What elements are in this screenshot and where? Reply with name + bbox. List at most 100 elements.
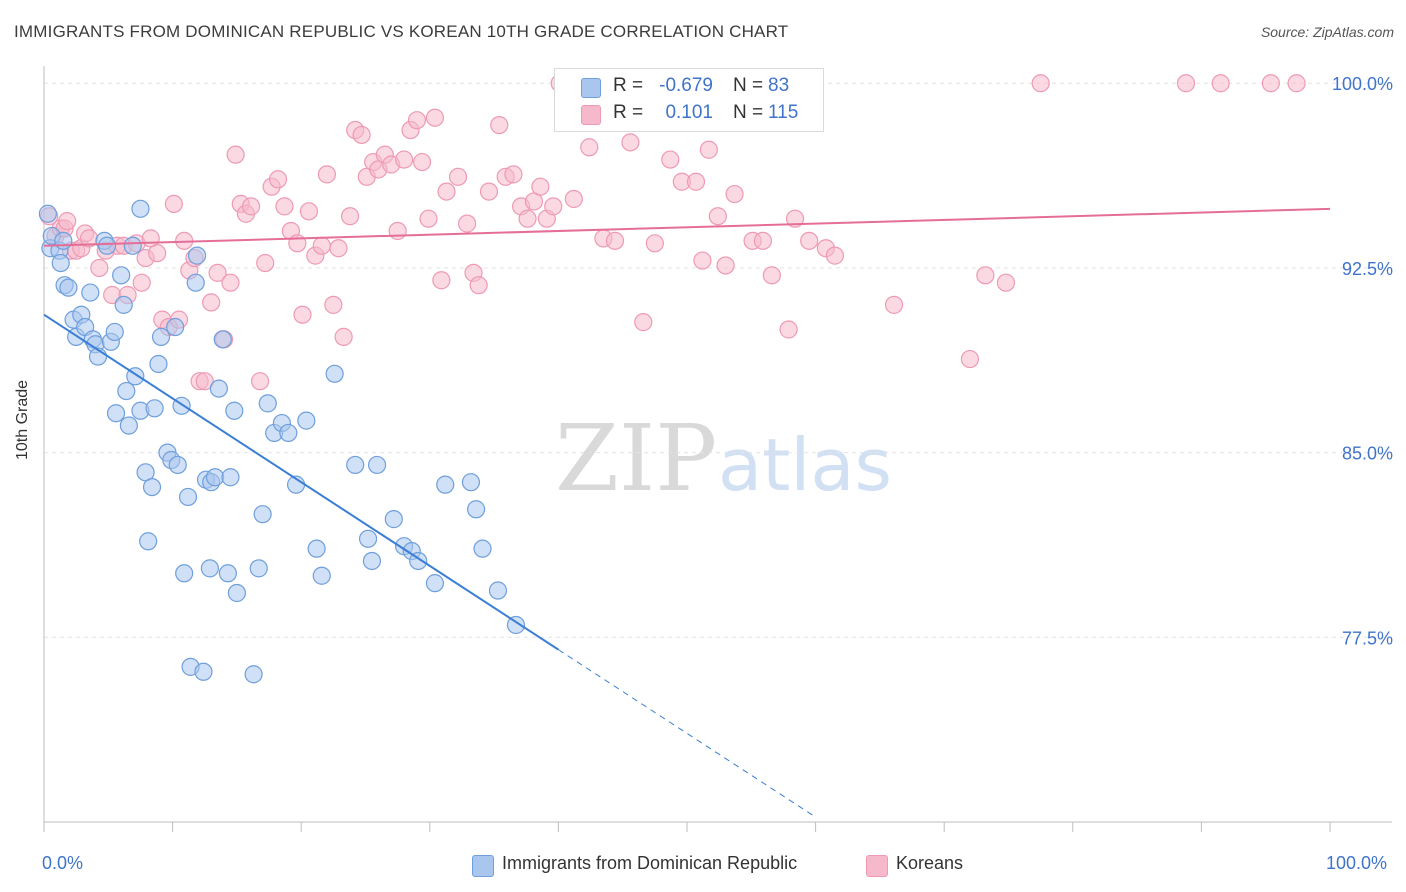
korean-point (996, 273, 1016, 292)
dominican-point (221, 468, 240, 487)
dominican-point (114, 295, 133, 314)
korean-point (275, 197, 294, 216)
dominican-point (123, 236, 142, 255)
dominican-point (131, 199, 150, 218)
korean-point (1261, 74, 1280, 93)
korean-point (195, 372, 214, 391)
dominican-point (105, 322, 124, 342)
korean-point (148, 244, 167, 263)
korean-point (634, 313, 653, 332)
korean-point (419, 209, 438, 228)
dominican-point (225, 401, 244, 420)
y-tick-labels: 77.5% 85.0% 92.5% 100.0% (1332, 74, 1393, 648)
dominican-point (362, 551, 382, 571)
korean-point (716, 256, 735, 275)
y-tick-label: 92.5% (1342, 259, 1393, 279)
korean-point (250, 372, 270, 391)
korean-point (317, 165, 337, 184)
korean-point (241, 197, 261, 216)
korean-point (394, 150, 414, 169)
korean-point (708, 207, 727, 226)
dominican-point (51, 253, 70, 273)
korean-point (976, 266, 995, 285)
dominican-point (142, 477, 162, 497)
dominican-point (506, 615, 526, 635)
dominican-point (209, 379, 228, 398)
trendlines (43, 207, 1331, 818)
korean-point (208, 263, 227, 282)
korean-point (686, 172, 706, 191)
korean-point (312, 236, 331, 255)
korean-point (293, 305, 312, 324)
dominican-point (186, 273, 205, 292)
n-value: 83 (768, 75, 790, 96)
dominican-point (106, 404, 126, 423)
legend-swatch-pink (581, 105, 601, 125)
axes (43, 66, 1392, 832)
watermark-atlas: atlas (718, 423, 892, 507)
korean-point (256, 253, 275, 273)
dominican-point (54, 231, 73, 250)
dominican-point (119, 416, 138, 435)
dominican-point (473, 539, 492, 558)
korean-point (334, 327, 353, 346)
korean-point (340, 207, 360, 226)
korean-point (1287, 74, 1306, 93)
dominican-point (488, 581, 508, 600)
dominican-point (358, 529, 378, 548)
grid (44, 82, 1392, 638)
x-tick-label-right: 100.0% (1326, 853, 1388, 873)
dominican-point (97, 236, 117, 255)
dominican-point (367, 455, 387, 475)
dominican-trendline (43, 313, 559, 651)
dominican-points (38, 199, 526, 684)
dominican-trendline-extension (558, 649, 816, 818)
korean-point (1211, 74, 1230, 93)
dominican-point (218, 564, 237, 583)
dominican-point (346, 455, 365, 475)
korean-point (329, 239, 348, 258)
korean-point (299, 202, 319, 221)
r-value: 0.101 (665, 102, 713, 123)
dominican-point (38, 204, 57, 223)
korean-point (762, 266, 781, 285)
korean-point (388, 221, 407, 241)
korean-point (1176, 74, 1196, 93)
korean-point (960, 349, 980, 369)
korean-point (58, 212, 77, 231)
korean-point (164, 194, 183, 214)
watermark: ZIP atlas (555, 405, 892, 512)
dominican-point (312, 566, 331, 585)
dominican-point (112, 266, 131, 285)
korean-point (90, 258, 109, 278)
y-tick-label: 77.5% (1342, 628, 1393, 648)
korean-point (437, 182, 456, 201)
korean-point (605, 231, 625, 250)
korean-point (479, 182, 499, 201)
legend-swatch-pink (866, 855, 888, 877)
korean-point (457, 214, 477, 233)
korean-point (825, 246, 844, 265)
legend-series: Immigrants from Dominican Republic Korea… (0, 852, 1406, 878)
dominican-point (175, 564, 194, 583)
legend-label: Koreans (896, 853, 964, 873)
korean-point (132, 273, 151, 292)
dominican-point (384, 510, 403, 529)
dominican-point (244, 665, 263, 684)
korean-point (621, 133, 640, 152)
korean-point (432, 271, 451, 290)
dominican-point (466, 500, 486, 519)
dominican-point (187, 246, 207, 265)
y-tick-label: 100.0% (1332, 74, 1393, 94)
korean-point (407, 111, 427, 130)
korean-point (226, 145, 245, 164)
dominican-point (258, 394, 277, 413)
dominican-point (279, 423, 298, 443)
legend-stats: R = -0.679 N = 83 R = 0.101 N = 115 (554, 68, 824, 132)
korean-point (221, 273, 240, 292)
n-label: N = (733, 75, 764, 96)
source-label: Source: ZipAtlas.com (1260, 24, 1394, 40)
dominican-point (227, 583, 246, 603)
y-tick-label: 85.0% (1342, 444, 1393, 464)
